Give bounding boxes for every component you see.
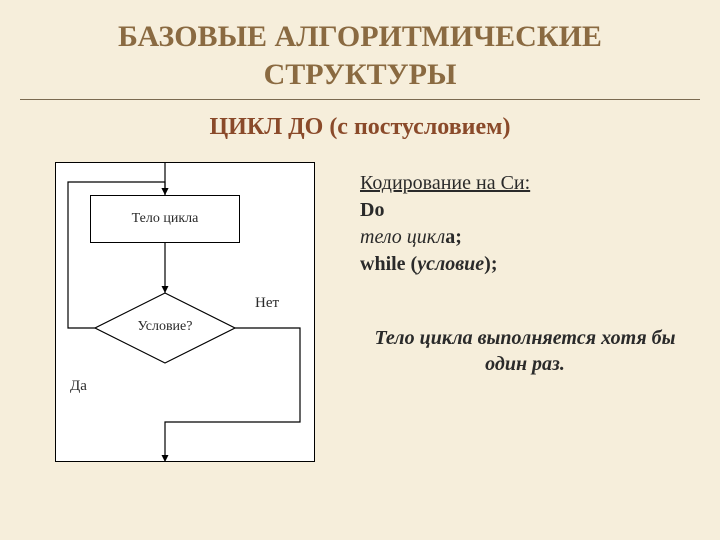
subtitle: ЦИКЛ ДО (с постусловием) [0, 114, 720, 141]
code-body-italic: тело цикл [360, 226, 445, 248]
code-while-cond: условие [417, 253, 484, 275]
code-do: Do [360, 199, 384, 221]
page-title: БАЗОВЫЕ АЛГОРИТМИЧЕСКИЕ СТРУКТУРЫ [0, 0, 720, 93]
title-divider [20, 99, 700, 100]
process-label: Тело цикла [132, 211, 199, 227]
content-area: Тело цикла Условие? Да Нет Кодирование н… [0, 150, 720, 530]
process-box: Тело цикла [90, 195, 240, 243]
code-body-tail: а; [445, 226, 462, 248]
code-block: Кодирование на Си: Do тело цикла; while … [360, 170, 690, 278]
code-while-post: ); [484, 253, 497, 275]
note-text: Тело цикла выполняется хотя бы один раз. [360, 325, 690, 377]
slide-page: БАЗОВЫЕ АЛГОРИТМИЧЕСКИЕ СТРУКТУРЫ ЦИКЛ Д… [0, 0, 720, 540]
branch-label-yes: Да [70, 378, 87, 395]
title-line2: СТРУКТУРЫ [264, 58, 457, 91]
code-heading: Кодирование на Си: [360, 172, 530, 194]
title-line1: БАЗОВЫЕ АЛГОРИТМИЧЕСКИЕ [118, 20, 602, 53]
branch-label-no: Нет [255, 295, 279, 312]
code-while-pre: while ( [360, 253, 417, 275]
decision-label: Условие? [95, 319, 235, 335]
